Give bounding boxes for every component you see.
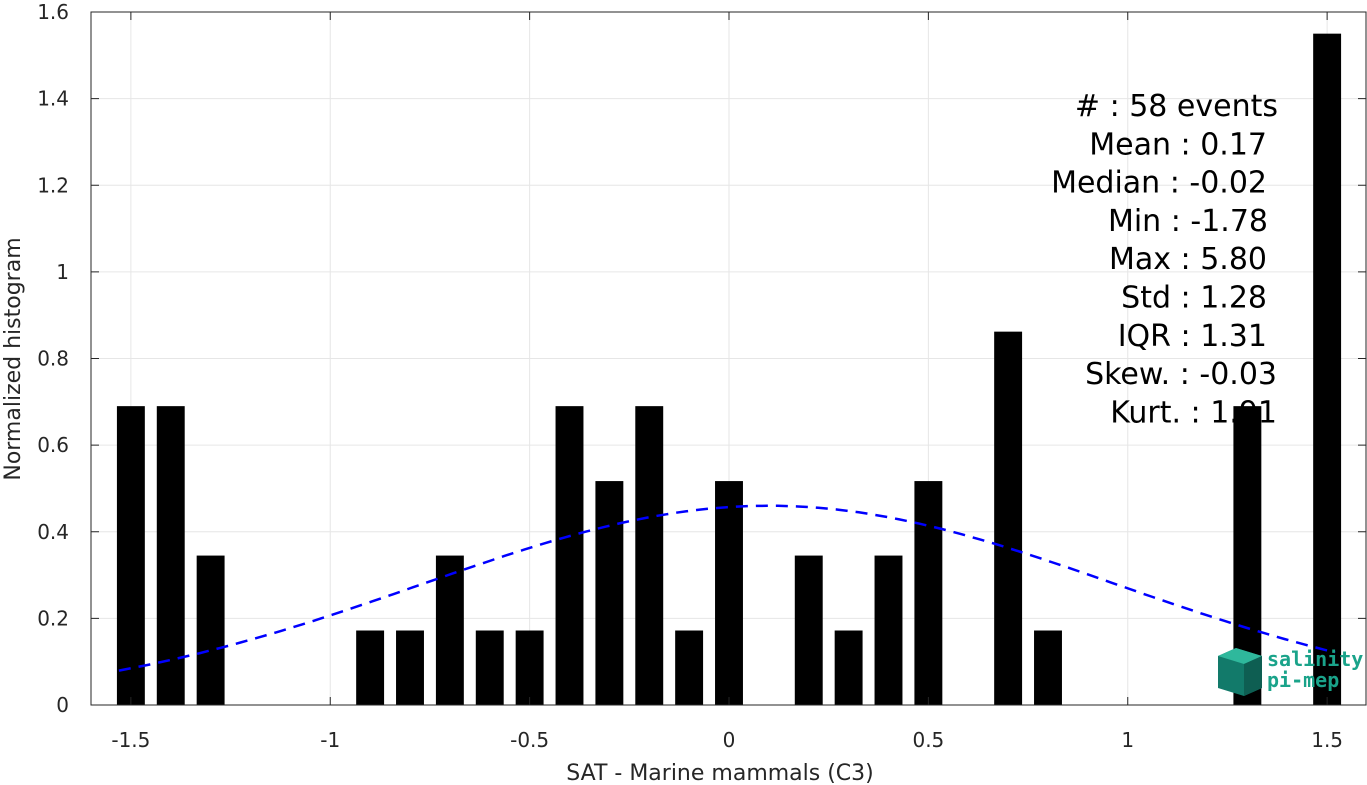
- x-tick-label: 0.5: [912, 728, 944, 752]
- y-tick-labels: 0 0.2 0.4 0.6 0.8 1 1.2 1.4 1.6: [37, 0, 69, 717]
- histogram-bar: [595, 481, 624, 705]
- grid-lines: [91, 11, 1367, 706]
- x-axis-label: SAT - Marine mammals (C3): [566, 761, 874, 785]
- histogram-bar: [396, 630, 424, 705]
- salinity-pi-mep-logo: salinity pi-mep: [1218, 647, 1363, 696]
- histogram-bar: [515, 630, 544, 705]
- y-tick-label: 0.2: [37, 606, 69, 630]
- y-tick-label: 1.2: [37, 173, 69, 197]
- histogram-bar: [874, 555, 903, 705]
- x-tick-labels: -1.5 -1 -0.5 0 0.5 1 1.5: [111, 728, 1343, 752]
- histogram-bar: [116, 406, 145, 705]
- stat-line: Kurt. : 1.91: [1110, 395, 1277, 430]
- x-tick-label: 1: [1121, 728, 1134, 752]
- stat-line: Mean : 0.17: [1089, 127, 1267, 162]
- histogram-bar: [475, 630, 504, 705]
- stat-line: IQR : 1.31: [1118, 319, 1267, 354]
- y-tick-label: 1.4: [37, 87, 69, 111]
- histogram-bar: [1034, 630, 1062, 705]
- x-tick-label: 0: [723, 728, 736, 752]
- histogram-bar: [834, 630, 863, 705]
- histogram-bar: [715, 481, 743, 705]
- x-tick-label: 1.5: [1311, 728, 1343, 752]
- x-tick-label: -1: [320, 728, 340, 752]
- y-axis-label: Normalized histogram: [1, 237, 26, 480]
- y-tick-label: 1: [56, 260, 69, 284]
- histogram-bar: [794, 555, 823, 705]
- histogram-bar: [994, 331, 1023, 705]
- histogram-bar: [635, 406, 664, 705]
- stat-line: Max : 5.80: [1109, 242, 1267, 277]
- histogram-bar: [555, 406, 584, 705]
- stat-line: Skew. : -0.03: [1085, 357, 1277, 392]
- y-tick-label: 0.8: [37, 347, 69, 371]
- logo-line-2: pi-mep: [1267, 668, 1339, 692]
- histogram-bar: [914, 481, 943, 705]
- logo-line-1: salinity: [1267, 647, 1363, 671]
- y-tick-label: 0: [56, 693, 69, 717]
- histogram-bar: [196, 555, 225, 705]
- axes: [90, 11, 1367, 706]
- x-tick-label: -0.5: [510, 728, 549, 752]
- stat-line: Std : 1.28: [1121, 281, 1267, 316]
- y-tick-label: 1.6: [37, 0, 69, 24]
- stat-line: Median : -0.02: [1051, 166, 1267, 201]
- x-tick-label: -1.5: [111, 728, 150, 752]
- normal-fit-curve: [118, 504, 1336, 672]
- histogram-bars: [116, 33, 1342, 705]
- y-tick-label: 0.6: [37, 433, 69, 457]
- y-tick-label: 0.4: [37, 520, 69, 544]
- histogram-bar: [1313, 33, 1342, 705]
- stat-line: # : 58 events: [1075, 89, 1278, 124]
- histogram-bar: [435, 555, 464, 705]
- logo-cube-icon: [1218, 648, 1262, 696]
- histogram-bar: [675, 630, 704, 705]
- stat-line: Min : -1.78: [1108, 204, 1268, 239]
- histogram-bar: [356, 630, 385, 705]
- histogram-bar: [156, 406, 185, 705]
